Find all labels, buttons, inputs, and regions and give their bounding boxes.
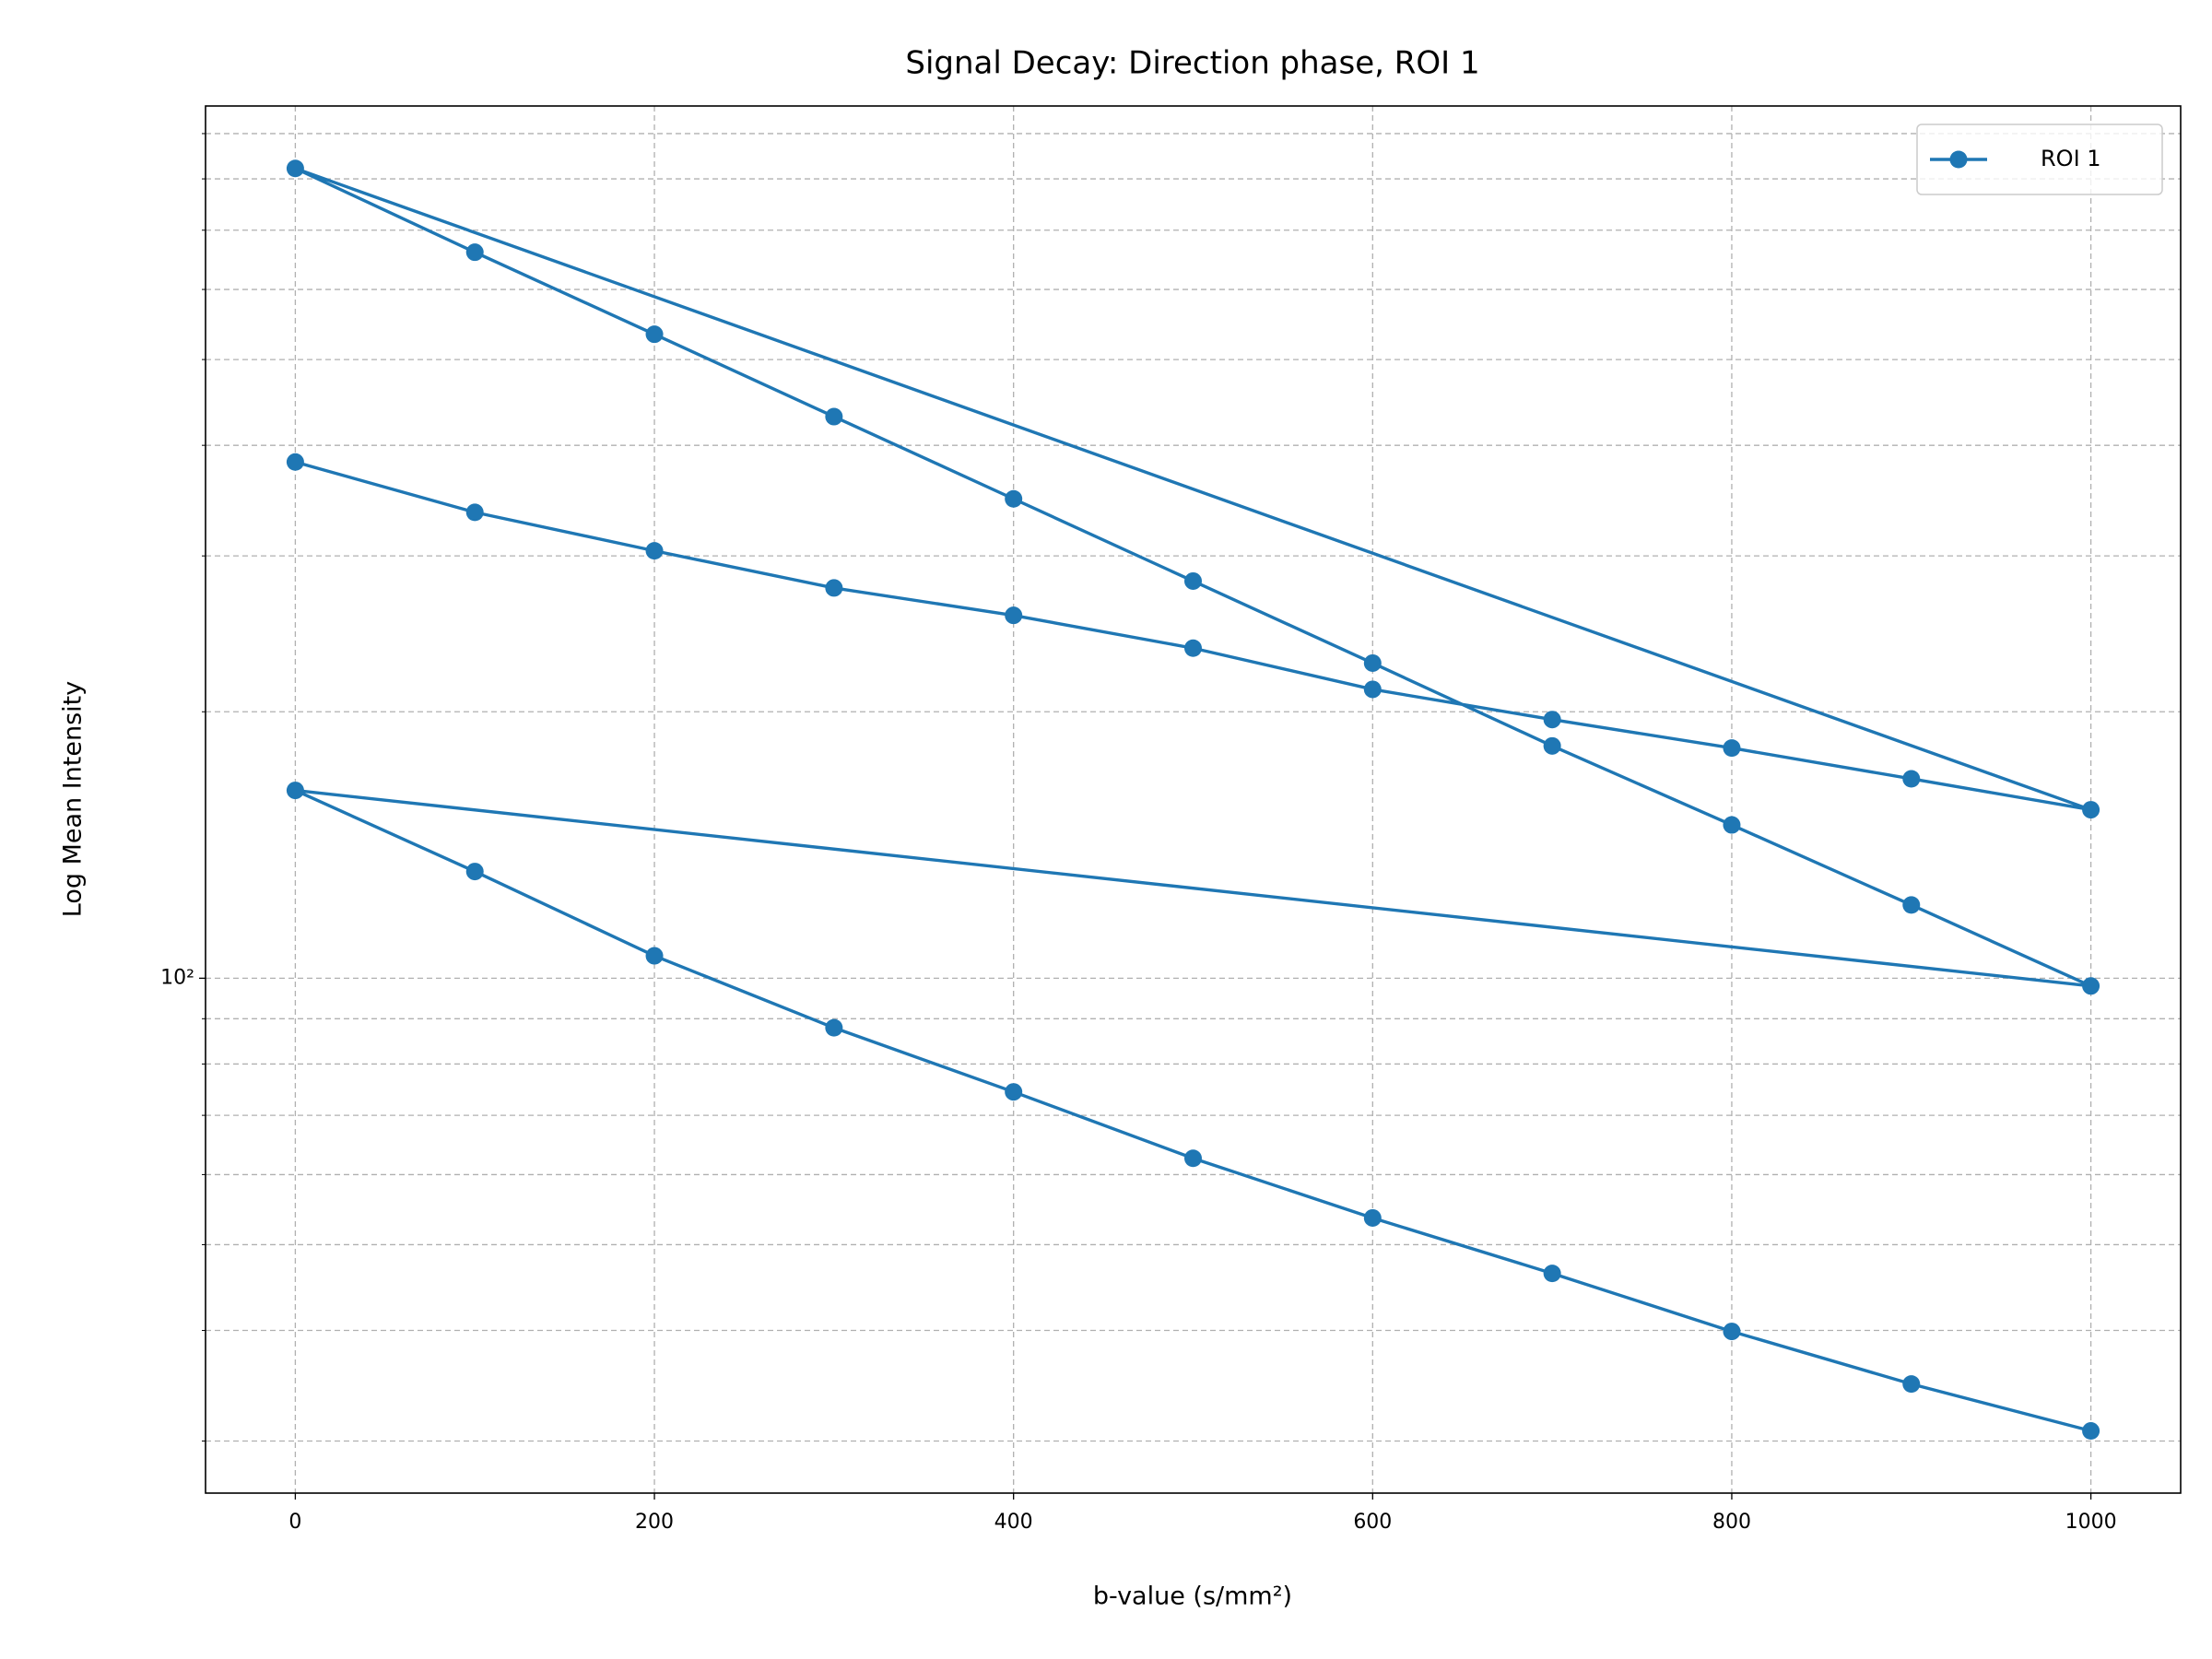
data-point [286,453,304,471]
data-point [2082,801,2100,819]
data-point [2082,1422,2100,1441]
data-point [1543,1265,1561,1283]
chart-title: Signal Decay: Direction phase, ROI 1 [905,45,1479,82]
data-point [1005,1083,1023,1101]
data-point [825,407,843,426]
data-point [645,542,664,560]
legend-label: ROI 1 [2041,146,2101,171]
x-tick-label: 200 [635,1511,674,1534]
data-point [1184,639,1202,657]
x-axis-label: b-value (s/mm²) [1093,1583,1292,1611]
data-point [286,159,304,178]
data-point [1723,816,1741,834]
y-tick-label: 10² [160,966,194,989]
data-point [1902,770,1921,788]
x-tick-label: 0 [288,1511,301,1534]
data-point [2082,977,2100,995]
data-point [645,325,664,344]
plot-frame [205,105,2182,1494]
data-point [1363,1208,1382,1227]
data-point [645,947,664,965]
data-point [825,1018,843,1037]
data-point [465,863,484,881]
x-tick-label: 800 [1712,1511,1751,1534]
data-point [1902,1375,1921,1394]
y-axis-label: Log Mean Intensity [59,681,88,917]
series-line [294,167,2092,1433]
data-point [465,503,484,522]
data-point [1363,680,1382,699]
data-point [1005,606,1023,625]
data-point [1184,571,1202,590]
data-point [1363,653,1382,672]
data-point [286,782,304,800]
x-tick-label: 600 [1353,1511,1392,1534]
legend-box [1916,124,2163,195]
x-tick-label: 1000 [2065,1511,2117,1534]
data-point [1005,489,1023,508]
x-tick-label: 400 [994,1511,1033,1534]
data-point [1543,736,1561,755]
data-point [1723,1323,1741,1341]
data-point [1723,739,1741,758]
data-point [1184,1149,1202,1168]
data-point [465,243,484,262]
data-point [1543,711,1561,729]
legend-marker [1949,150,1968,169]
data-point [1902,896,1921,914]
data-point [825,579,843,597]
